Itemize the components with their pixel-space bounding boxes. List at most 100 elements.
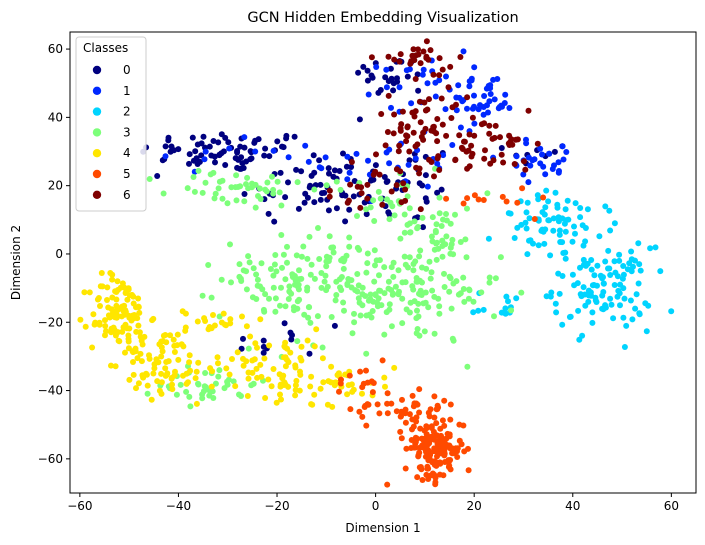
point <box>624 266 631 273</box>
point <box>385 278 392 285</box>
point <box>384 390 391 397</box>
point <box>404 123 411 130</box>
point <box>507 210 514 217</box>
point <box>109 276 116 283</box>
point <box>428 425 435 431</box>
point <box>177 381 184 388</box>
point <box>240 355 246 362</box>
point <box>277 302 283 309</box>
point <box>175 146 182 153</box>
point <box>482 147 488 154</box>
point <box>295 281 302 288</box>
point <box>388 104 394 111</box>
point <box>480 197 487 203</box>
point <box>277 391 283 398</box>
point <box>276 189 283 196</box>
point <box>212 159 218 166</box>
point <box>374 401 381 408</box>
point <box>358 184 365 191</box>
point <box>416 170 423 177</box>
point <box>447 466 454 473</box>
point <box>253 296 260 302</box>
point <box>349 330 356 337</box>
point <box>559 143 566 150</box>
point <box>345 197 352 204</box>
point <box>617 281 624 288</box>
point <box>539 151 545 158</box>
point <box>402 186 409 193</box>
point <box>112 363 119 370</box>
point <box>221 385 228 392</box>
point <box>560 156 567 163</box>
point <box>366 311 373 318</box>
point <box>154 173 161 179</box>
point <box>281 354 287 361</box>
point <box>600 280 607 287</box>
point <box>466 131 473 138</box>
point <box>337 380 344 387</box>
point <box>114 307 121 314</box>
series-6 <box>326 38 541 213</box>
point <box>490 76 497 83</box>
point <box>438 186 445 193</box>
point <box>555 159 562 166</box>
point <box>316 256 323 262</box>
point <box>330 249 337 256</box>
point <box>636 261 643 268</box>
point <box>342 218 349 225</box>
point <box>561 220 568 227</box>
point <box>509 141 516 148</box>
point <box>283 132 290 139</box>
point <box>588 257 595 263</box>
point <box>270 190 277 197</box>
point <box>440 152 447 159</box>
point <box>309 401 316 408</box>
point <box>346 372 353 379</box>
point <box>405 161 412 168</box>
point <box>500 159 507 166</box>
point <box>551 148 558 155</box>
point <box>306 350 313 357</box>
point <box>415 300 422 307</box>
point <box>296 267 302 274</box>
point <box>265 376 272 383</box>
point <box>292 362 299 369</box>
point <box>285 296 292 302</box>
point <box>556 290 563 297</box>
point <box>271 261 278 268</box>
point <box>390 259 397 266</box>
point <box>219 195 226 202</box>
point <box>562 206 569 213</box>
point <box>632 305 639 312</box>
point <box>436 310 443 317</box>
point <box>386 160 393 167</box>
point <box>542 204 549 211</box>
point <box>478 121 485 128</box>
point <box>317 196 324 203</box>
point <box>227 241 233 248</box>
point <box>206 392 213 399</box>
point <box>272 295 279 302</box>
point <box>611 282 618 288</box>
point <box>420 437 427 443</box>
point <box>594 262 601 269</box>
point <box>280 144 287 151</box>
point <box>463 148 470 155</box>
point <box>447 63 454 70</box>
point <box>328 314 335 320</box>
point <box>414 214 421 221</box>
point <box>293 166 300 173</box>
point <box>260 306 267 313</box>
point <box>433 240 440 247</box>
legend-label-5: 5 <box>123 167 131 181</box>
point <box>453 107 460 114</box>
point <box>338 257 345 264</box>
point <box>572 200 579 207</box>
point <box>199 292 206 299</box>
point <box>435 295 442 302</box>
point <box>408 100 415 107</box>
point <box>434 155 441 162</box>
series-4 <box>77 270 398 410</box>
point <box>254 282 261 289</box>
point <box>243 181 249 188</box>
